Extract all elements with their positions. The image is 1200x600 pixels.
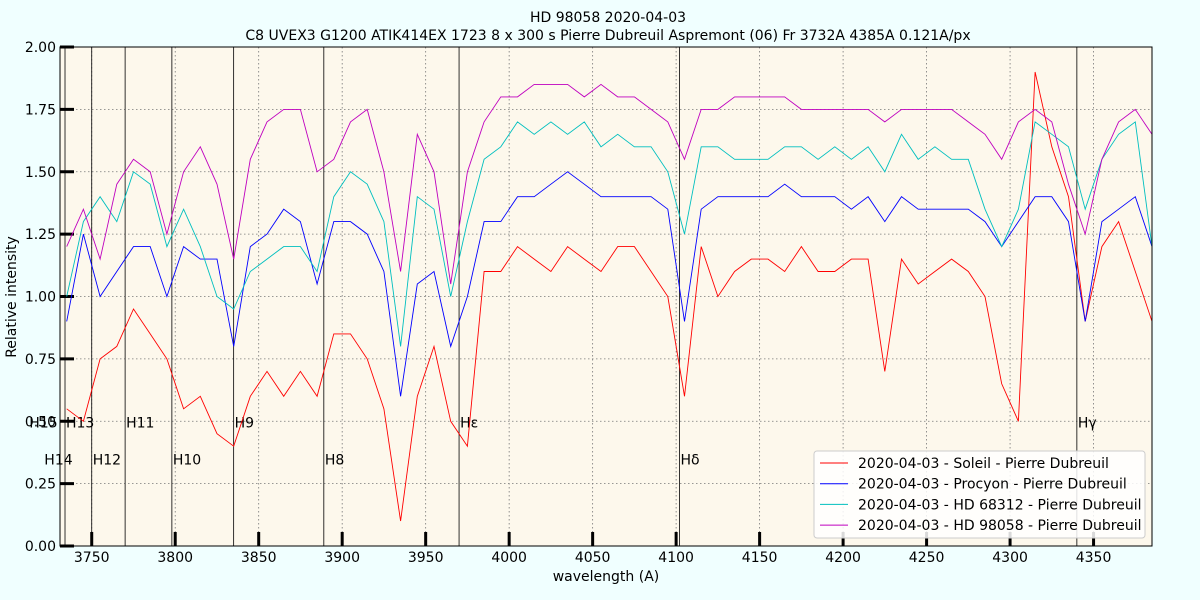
y-tick-label: 0.50	[25, 414, 56, 430]
x-tick-label: 3800	[157, 550, 193, 566]
x-tick-label: 4000	[491, 550, 527, 566]
spectral-line-label: Hε	[460, 415, 478, 431]
spectral-line-label: H9	[235, 415, 254, 431]
chart-subtitle: C8 UVEX3 G1200 ATIK414EX 1723 8 x 300 s …	[245, 28, 970, 44]
legend-label: 2020-04-03 - HD 68312 - Pierre Dubreuil	[858, 497, 1141, 513]
x-tick-label: 4100	[658, 550, 694, 566]
series-group	[66, 71, 1152, 522]
spectral-line-label: H10	[173, 453, 201, 469]
x-tick-label: 4150	[742, 550, 778, 566]
x-tick-label: 3950	[408, 550, 444, 566]
x-tick-label: 4050	[575, 550, 611, 566]
x-tick-label: 4200	[825, 550, 861, 566]
x-tick-label: 3900	[324, 550, 360, 566]
y-tick-label: 1.50	[25, 165, 56, 181]
series-line	[66, 83, 1152, 285]
series-line	[66, 71, 1152, 522]
spectral-line-label: H11	[126, 415, 154, 431]
series-line	[66, 171, 1152, 397]
spectral-line-label: H14	[44, 453, 72, 469]
x-tick-label: 3750	[74, 550, 110, 566]
x-tick-label: 4250	[909, 550, 945, 566]
spectral-line-label: H15	[29, 415, 57, 431]
spectral-line-label: H12	[93, 453, 121, 469]
spectral-line-label: Hδ	[680, 453, 699, 469]
spectral-line-label: H13	[66, 415, 94, 431]
legend-box	[813, 450, 1146, 539]
spectral-line-label: H8	[325, 453, 344, 469]
chart-title: HD 98058 2020-04-03	[530, 10, 686, 26]
y-tick-label: 1.00	[25, 290, 56, 306]
series-line	[66, 121, 1152, 347]
x-tick-label: 4300	[992, 550, 1028, 566]
y-axis-label: Relative intensity	[4, 236, 20, 358]
x-tick-label: 3850	[241, 550, 277, 566]
legend-label: 2020-04-03 - HD 98058 - Pierre Dubreuil	[858, 518, 1141, 534]
y-tick-label: 1.25	[25, 227, 56, 243]
y-tick-label: 0.75	[25, 352, 56, 368]
y-tick-label: 2.00	[25, 40, 56, 56]
spectral-line-label: Hγ	[1078, 415, 1097, 431]
x-tick-label: 4350	[1076, 550, 1112, 566]
y-tick-label: 0.00	[25, 539, 56, 555]
x-axis-label: wavelength (A)	[553, 569, 660, 585]
y-tick-label: 1.75	[25, 102, 56, 118]
legend-label: 2020-04-03 - Procyon - Pierre Dubreuil	[858, 477, 1127, 493]
legend-label: 2020-04-03 - Soleil - Pierre Dubreuil	[858, 456, 1109, 472]
axes-frame	[59, 46, 1153, 547]
y-tick-label: 0.25	[25, 477, 56, 493]
